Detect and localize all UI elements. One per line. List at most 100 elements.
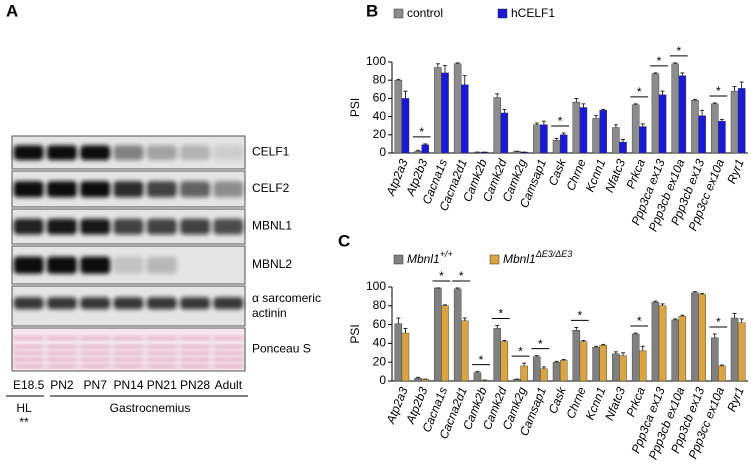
ponceau-band bbox=[146, 351, 177, 355]
significance-mark: * bbox=[716, 315, 721, 329]
ponceau-band bbox=[80, 345, 111, 349]
bar bbox=[579, 341, 588, 382]
bar bbox=[619, 355, 627, 382]
bar bbox=[473, 372, 482, 382]
ponceau-band bbox=[80, 336, 111, 340]
x-tick-label: Ryr1 bbox=[724, 385, 746, 414]
bar bbox=[533, 124, 541, 154]
bar bbox=[394, 323, 403, 382]
ponceau-band bbox=[80, 364, 111, 368]
bar bbox=[718, 120, 726, 154]
y-tick-label: 20 bbox=[373, 354, 387, 368]
ponceau-band bbox=[146, 336, 177, 340]
ponceau-band bbox=[146, 358, 177, 362]
legend-label: Mbnl1+/+ bbox=[407, 249, 453, 266]
bar bbox=[718, 365, 726, 382]
blot-label-line: CELF2 bbox=[252, 181, 290, 195]
lane-label: PN7 bbox=[84, 378, 108, 392]
blot-band bbox=[113, 297, 144, 310]
y-tick-label: 80 bbox=[373, 72, 387, 86]
ponceau-band bbox=[46, 358, 77, 362]
blot-band bbox=[80, 297, 111, 310]
bar bbox=[540, 124, 548, 154]
blot-band bbox=[113, 145, 144, 161]
ponceau-band bbox=[80, 358, 111, 362]
blot-band bbox=[180, 297, 211, 310]
x-tick-label: Ryr1 bbox=[724, 157, 746, 186]
significance-mark: * bbox=[657, 54, 662, 68]
group-note: ** bbox=[19, 415, 29, 429]
bar bbox=[401, 332, 410, 382]
bar bbox=[520, 365, 528, 382]
bar bbox=[434, 287, 442, 382]
blot-band bbox=[146, 297, 177, 310]
bar bbox=[414, 377, 422, 382]
blot-frame bbox=[11, 327, 246, 372]
blot-label: Ponceau S bbox=[252, 342, 311, 356]
bar bbox=[461, 320, 469, 382]
blot-label-line: MBNL1 bbox=[252, 219, 292, 233]
bar bbox=[599, 110, 607, 154]
blot-label-line: actinin bbox=[252, 306, 287, 320]
blot-band bbox=[80, 256, 111, 274]
bar bbox=[619, 141, 627, 154]
bar bbox=[461, 84, 469, 154]
ponceau-band bbox=[213, 351, 244, 355]
blot-band bbox=[46, 145, 77, 161]
bar bbox=[658, 94, 667, 154]
ponceau-band bbox=[46, 364, 77, 368]
ponceau-band bbox=[113, 351, 144, 355]
lane-label: E18.5 bbox=[13, 378, 45, 392]
bar bbox=[730, 90, 739, 154]
legend-label: control bbox=[407, 6, 443, 20]
y-tick-label: 60 bbox=[373, 317, 387, 331]
ponceau-band bbox=[180, 345, 211, 349]
blot-band bbox=[13, 181, 44, 198]
ponceau-band bbox=[213, 364, 244, 368]
blot-label-line: Ponceau S bbox=[252, 342, 311, 356]
blot-band bbox=[180, 218, 211, 235]
legend-superscript: +/+ bbox=[440, 249, 453, 259]
legend-name: Mbnl1 bbox=[407, 252, 440, 266]
legend-swatch bbox=[489, 254, 500, 265]
significance-mark: * bbox=[419, 125, 424, 139]
blot-band bbox=[46, 297, 77, 310]
ponceau-band bbox=[13, 336, 44, 340]
y-tick-label: 80 bbox=[373, 298, 387, 312]
y-tick-label: 60 bbox=[373, 91, 387, 105]
y-axis-label: PSI bbox=[348, 98, 362, 117]
blot-band bbox=[213, 181, 244, 198]
bar bbox=[651, 73, 660, 154]
bar bbox=[612, 127, 620, 154]
blot-band bbox=[213, 145, 244, 161]
bar bbox=[737, 88, 746, 154]
blot-band bbox=[113, 181, 144, 198]
group-label: Gastrocnemius bbox=[110, 401, 191, 415]
bar bbox=[671, 319, 679, 382]
bar bbox=[414, 150, 422, 154]
lane-label: PN21 bbox=[147, 378, 177, 392]
bar bbox=[592, 118, 600, 154]
bar bbox=[658, 305, 667, 382]
bar bbox=[572, 101, 581, 154]
group-label: HL bbox=[16, 401, 32, 415]
blot-label-line: CELF1 bbox=[252, 145, 290, 159]
significance-mark: * bbox=[676, 44, 681, 58]
blot-label: α sarcomeric actinin bbox=[252, 291, 321, 320]
blot-band bbox=[146, 145, 177, 161]
significance-mark: * bbox=[498, 307, 503, 321]
blot-band bbox=[80, 145, 111, 161]
bar bbox=[500, 112, 509, 154]
panel-letter: A bbox=[6, 1, 18, 20]
ponceau-band bbox=[113, 345, 144, 349]
y-tick-label: 20 bbox=[373, 127, 387, 141]
bar bbox=[730, 317, 739, 382]
bar bbox=[639, 350, 647, 382]
legend-name: Mbnl1 bbox=[503, 252, 536, 266]
legend-swatch bbox=[497, 8, 508, 19]
ponceau-band bbox=[13, 364, 44, 368]
blot-band bbox=[180, 145, 211, 161]
significance-mark: * bbox=[439, 269, 444, 283]
bar bbox=[691, 292, 699, 382]
bar bbox=[394, 79, 403, 154]
